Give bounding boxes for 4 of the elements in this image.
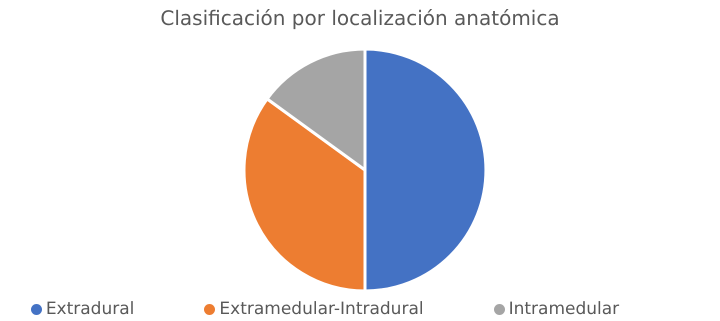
chart-title: Clasificación por localización anatómica xyxy=(159,6,561,30)
legend-label: Intramedular xyxy=(508,299,620,319)
legend-label: Extradural xyxy=(46,299,134,319)
legend-label: Extramedular-Intradural xyxy=(219,299,424,319)
